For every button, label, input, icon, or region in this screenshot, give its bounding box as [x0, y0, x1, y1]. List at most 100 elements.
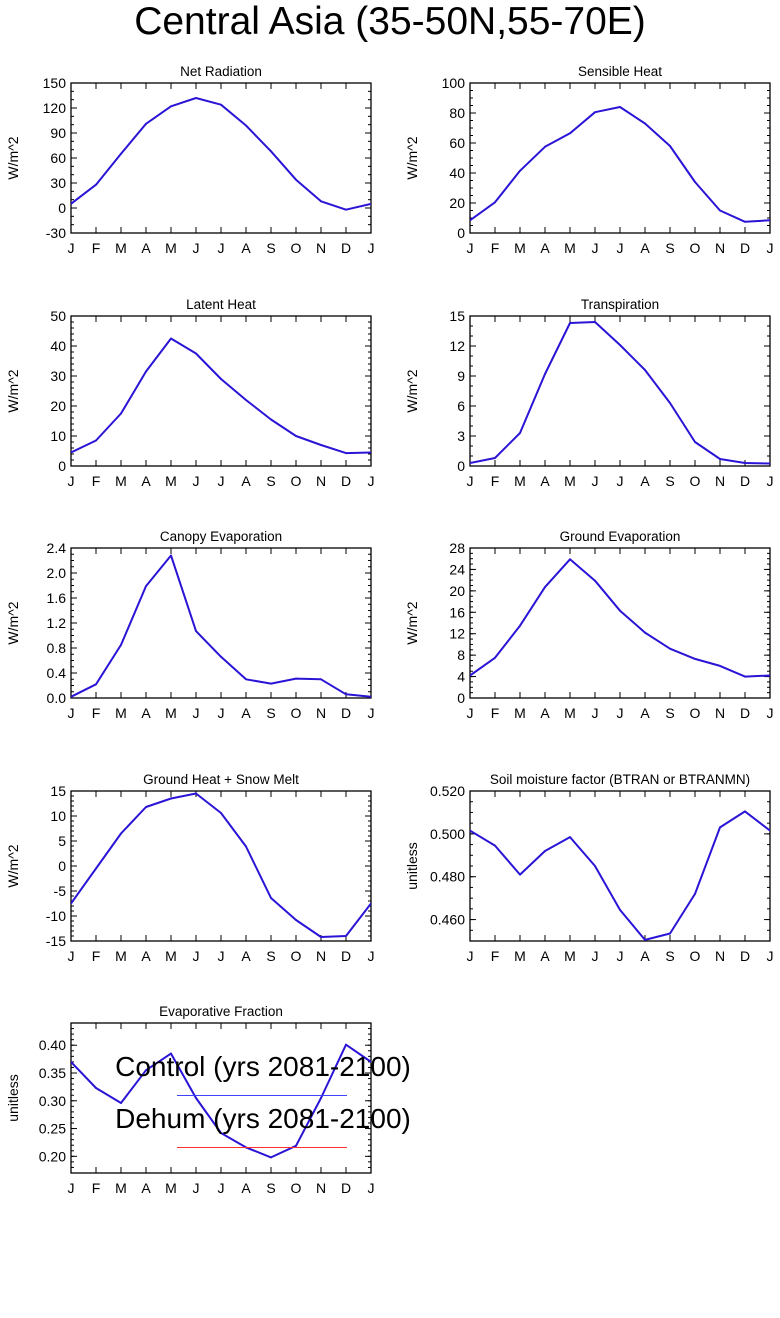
- y-axis-label: W/m^2: [404, 369, 420, 412]
- data-point: [470, 674, 471, 677]
- panel-title: Soil moisture factor (BTRAN or BTRANMN): [490, 772, 750, 787]
- legend-control-label: Control (yrs 2081-2100): [115, 1051, 411, 1082]
- x-tick-label: J: [467, 948, 474, 964]
- data-point: [245, 678, 247, 681]
- data-point: [220, 655, 222, 658]
- x-tick-label: J: [617, 948, 624, 964]
- y-tick-label: 0: [457, 458, 465, 474]
- y-tick-label: 6: [457, 398, 465, 414]
- x-tick-label: J: [68, 240, 75, 256]
- series-line-control: [71, 97, 371, 211]
- x-tick-label: M: [115, 1180, 127, 1196]
- panel-title: Evaporative Fraction: [159, 1004, 283, 1019]
- x-tick-label: J: [68, 948, 75, 964]
- y-axis-label: W/m^2: [5, 601, 21, 644]
- data-point: [519, 432, 521, 434]
- x-tick-label: F: [491, 240, 500, 256]
- x-tick-label: D: [341, 473, 351, 489]
- data-point: [195, 630, 197, 633]
- data-point: [370, 202, 371, 205]
- data-point: [170, 554, 172, 557]
- x-tick-label: M: [564, 705, 576, 721]
- x-tick-label: F: [491, 473, 500, 489]
- data-point: [594, 111, 596, 114]
- x-tick-label: J: [592, 948, 599, 964]
- data-point: [195, 792, 197, 795]
- x-tick-label: J: [193, 705, 200, 721]
- data-point: [494, 656, 496, 659]
- y-axis-label: W/m^2: [5, 369, 21, 412]
- y-tick-label: 15: [449, 308, 465, 324]
- y-axis-label: unitless: [404, 842, 420, 889]
- x-tick-label: J: [467, 473, 474, 489]
- x-tick-label: A: [141, 948, 151, 964]
- data-point: [145, 1069, 147, 1072]
- y-tick-label: 40: [50, 338, 66, 354]
- y-axis-label: W/m^2: [404, 601, 420, 644]
- x-tick-label: N: [316, 473, 326, 489]
- data-point: [245, 845, 247, 848]
- data-point: [370, 902, 371, 905]
- x-tick-label: A: [241, 240, 251, 256]
- y-tick-label: -15: [46, 933, 66, 949]
- plot-frame: [70, 82, 372, 234]
- data-point: [95, 1087, 97, 1089]
- data-point: [345, 452, 347, 454]
- y-tick-label: 1.2: [47, 615, 67, 631]
- data-point: [245, 399, 247, 401]
- y-tick-label: 0.460: [430, 912, 465, 928]
- y-axis-label: unitless: [5, 1074, 21, 1121]
- y-tick-label: 12: [449, 338, 465, 354]
- data-point: [494, 457, 496, 459]
- data-point: [519, 873, 521, 876]
- x-tick-label: A: [241, 1180, 251, 1196]
- y-tick-label: 0.8: [47, 640, 67, 656]
- x-tick-label: J: [617, 240, 624, 256]
- data-point: [694, 441, 696, 443]
- data-point: [519, 169, 521, 172]
- chart-panel-5: Canopy Evaporation W/m^2 0.0 0.4 0.8 1.2 1.6 2.…: [5, 529, 375, 721]
- x-tick-label: N: [715, 473, 725, 489]
- x-tick-label: A: [640, 473, 650, 489]
- plot-frame: [469, 82, 771, 234]
- x-tick-label: J: [368, 240, 375, 256]
- data-point: [220, 103, 222, 106]
- x-tick-label: M: [165, 948, 177, 964]
- x-tick-label: J: [218, 473, 225, 489]
- data-point: [120, 643, 122, 646]
- data-point: [744, 462, 746, 464]
- x-tick-label: O: [291, 1180, 302, 1196]
- data-point: [120, 832, 122, 835]
- y-tick-label: -30: [46, 225, 66, 241]
- data-point: [644, 122, 646, 125]
- x-tick-label: J: [767, 948, 774, 964]
- x-tick-label: M: [165, 1180, 177, 1196]
- y-tick-label: 90: [50, 125, 66, 141]
- data-point: [71, 202, 72, 205]
- data-point: [120, 412, 122, 415]
- data-point: [619, 909, 621, 911]
- y-tick-label: 0.40: [39, 1037, 66, 1053]
- y-tick-label: 150: [43, 75, 67, 91]
- y-tick-label: 8: [457, 647, 465, 663]
- data-point: [345, 1043, 347, 1046]
- data-point: [694, 657, 696, 660]
- data-point: [669, 145, 671, 147]
- series-line-control: [470, 321, 770, 465]
- x-tick-label: J: [68, 473, 75, 489]
- x-tick-label: A: [540, 948, 550, 964]
- x-tick-label: M: [165, 705, 177, 721]
- x-tick-label: D: [341, 240, 351, 256]
- y-tick-label: 15: [50, 783, 66, 799]
- panel-title: Latent Heat: [186, 297, 256, 312]
- x-tick-label: J: [193, 1180, 200, 1196]
- y-tick-label: -10: [46, 908, 66, 924]
- chart-panel-7: Ground Heat + Snow Melt W/m^2 -15 -10 -5 0 5 10…: [5, 772, 375, 964]
- series-line-control: [470, 106, 770, 223]
- x-tick-label: J: [592, 240, 599, 256]
- x-tick-label: A: [141, 705, 151, 721]
- panel-title: Net Radiation: [180, 64, 262, 79]
- data-point: [769, 462, 770, 465]
- data-point: [270, 1156, 272, 1159]
- x-tick-label: M: [514, 948, 526, 964]
